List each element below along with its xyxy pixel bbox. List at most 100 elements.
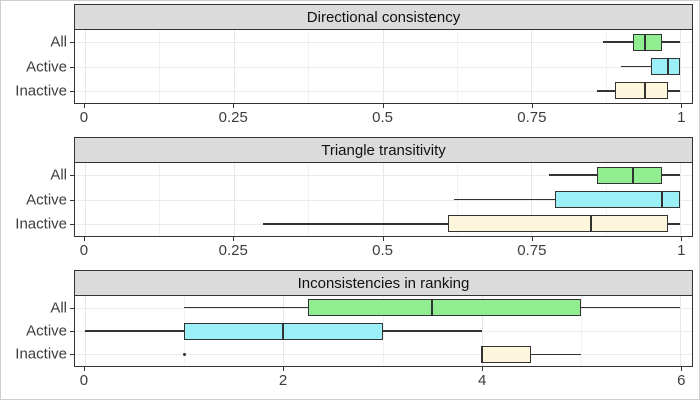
whisker-lower xyxy=(454,198,556,201)
gridline-horizontal xyxy=(75,199,692,201)
box-all xyxy=(308,299,582,317)
outlier-point xyxy=(182,352,186,356)
x-tick-mark xyxy=(283,367,285,371)
box-inactive xyxy=(448,215,669,233)
x-tick-label: 6 xyxy=(677,372,686,389)
median-line xyxy=(643,82,646,100)
x-tick-label: 1 xyxy=(677,109,686,126)
y-axis-label-all: All xyxy=(50,166,67,184)
chart-directional-consistency: Directional consistency All Active Inactive… xyxy=(1,1,700,134)
y-axis-label-inactive: Inactive xyxy=(15,82,67,100)
x-tick-label: 0 xyxy=(79,242,89,259)
whisker-lower xyxy=(263,223,449,225)
whisker-lower xyxy=(549,174,597,176)
x-tick-mark xyxy=(531,104,533,108)
median-line xyxy=(589,215,592,233)
y-axis-label-all: All xyxy=(50,299,67,317)
x-tick-mark xyxy=(482,367,484,371)
x-tick-label: 0 xyxy=(79,109,89,126)
x-tick-mark xyxy=(531,237,533,241)
panel-title: Directional consistency xyxy=(306,8,461,26)
whisker-upper xyxy=(581,306,681,309)
whisker-upper xyxy=(668,90,681,92)
box-active xyxy=(650,58,681,75)
x-tick-mark xyxy=(681,104,683,108)
median-line xyxy=(643,33,646,51)
gridline-horizontal xyxy=(75,42,692,44)
x-tick-mark xyxy=(83,237,85,241)
gridline-horizontal xyxy=(75,66,692,68)
panel-title: Triangle transitivity xyxy=(321,141,446,159)
x-tick-label: 2 xyxy=(278,372,288,389)
y-tick-mark xyxy=(70,42,74,44)
x-tick-label: 0.75 xyxy=(517,109,547,126)
x-tick-mark xyxy=(233,237,235,241)
panel xyxy=(75,30,692,103)
facet-strip: Triangle transitivity xyxy=(75,138,692,163)
median-line xyxy=(631,166,634,184)
y-tick-mark xyxy=(70,66,74,68)
whisker-upper xyxy=(668,223,681,225)
chart-triangle-transitivity: Triangle transitivity All Active Inactive 0 0… xyxy=(1,134,700,267)
y-tick-mark xyxy=(70,307,74,309)
box-inactive xyxy=(481,345,532,363)
whisker-upper xyxy=(531,353,582,356)
x-tick-mark xyxy=(83,104,85,108)
facet-strip: Inconsistencies in ranking xyxy=(75,271,692,296)
x-tick-mark xyxy=(382,237,384,241)
median-line xyxy=(282,322,285,340)
median-line xyxy=(480,345,483,363)
x-tick-label: 0.75 xyxy=(517,242,547,259)
x-tick-mark xyxy=(681,237,683,241)
x-tick-mark xyxy=(382,104,384,108)
plot-area: Inconsistencies in ranking xyxy=(74,270,693,367)
whisker-upper xyxy=(662,41,681,43)
x-tick-label: 0.5 xyxy=(372,109,393,126)
box-all xyxy=(632,33,663,51)
y-axis-label-inactive: Inactive xyxy=(15,345,67,363)
y-axis-label-active: Active xyxy=(26,58,67,75)
box-active xyxy=(555,191,681,208)
panel-title: Inconsistencies in ranking xyxy=(297,274,470,292)
y-tick-mark xyxy=(70,331,74,332)
whisker-lower xyxy=(602,41,633,43)
panel xyxy=(75,163,692,236)
x-tick-mark xyxy=(83,367,85,371)
x-axis: 0 0.25 0.5 0.75 1 xyxy=(74,237,693,261)
x-tick-label: 0.5 xyxy=(372,242,393,259)
whisker-lower xyxy=(596,90,615,92)
y-tick-mark xyxy=(70,199,74,201)
y-tick-mark xyxy=(70,223,74,225)
x-axis: 0 2 4 6 xyxy=(74,367,693,391)
whisker-lower xyxy=(84,330,185,332)
whisker-upper xyxy=(662,174,681,176)
x-tick-label: 1 xyxy=(677,242,686,259)
plot-area: Directional consistency xyxy=(74,4,693,104)
box-inactive xyxy=(614,82,669,100)
x-tick-label: 0 xyxy=(79,372,89,389)
x-tick-mark xyxy=(681,367,683,371)
y-axis-label-active: Active xyxy=(26,322,67,340)
whisker-lower xyxy=(184,306,309,309)
y-axis-label-inactive: Inactive xyxy=(15,215,67,233)
x-tick-label: 4 xyxy=(477,372,487,389)
median-line xyxy=(661,191,664,208)
facet-strip: Directional consistency xyxy=(75,5,692,30)
panel xyxy=(75,296,692,366)
y-axis-label-all: All xyxy=(50,33,67,51)
gridline-horizontal xyxy=(75,354,692,356)
whisker-lower xyxy=(620,65,651,68)
y-tick-mark xyxy=(70,175,74,177)
y-tick-mark xyxy=(70,354,74,356)
median-line xyxy=(667,58,670,75)
box-all xyxy=(596,166,663,184)
x-axis: 0 0.25 0.5 0.75 1 xyxy=(74,104,693,128)
chart-inconsistencies-in-ranking: Inconsistencies in ranking All Active Inact… xyxy=(1,267,700,400)
median-line xyxy=(431,299,434,317)
whisker-upper xyxy=(382,330,482,332)
x-tick-label: 0.25 xyxy=(218,242,248,259)
gridline-horizontal xyxy=(75,175,692,177)
x-tick-label: 0.25 xyxy=(218,109,248,126)
plot-area: Triangle transitivity xyxy=(74,137,693,237)
